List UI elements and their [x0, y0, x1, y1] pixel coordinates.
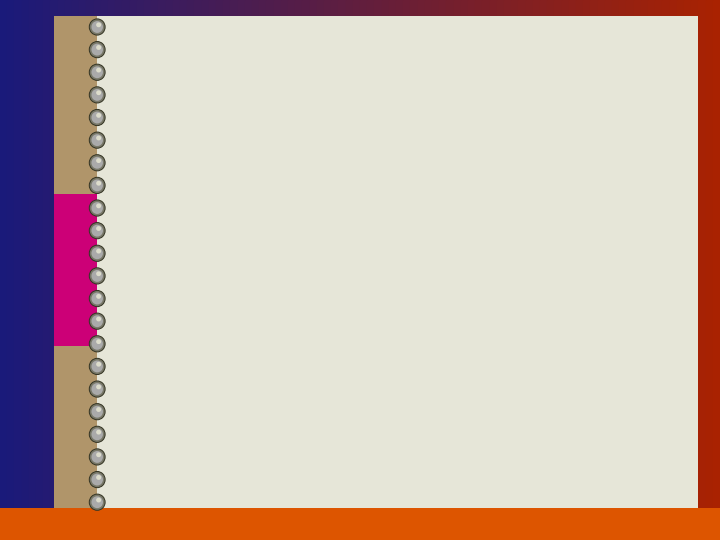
Text: Bacterial Infection of CVS: Bacterial Infection of CVS: [132, 51, 663, 85]
Text: Salmonella: Salmonella: [157, 354, 267, 372]
Text: •: •: [132, 200, 146, 222]
Text: Streptococcus pneumoniae: Streptococcus pneumoniae: [157, 200, 426, 218]
Text: Haemophilus influenzae: Haemophilus influenzae: [157, 405, 396, 423]
Text: Group B streptococcus: Group B streptococcus: [157, 251, 384, 269]
Text: •: •: [132, 456, 146, 478]
Text: •: •: [132, 251, 146, 273]
Text: Neisseria meningitides: Neisseria meningitides: [157, 302, 385, 320]
Text: •: •: [132, 354, 146, 376]
Text: Causes of Bacteraemia (cont.): Causes of Bacteraemia (cont.): [121, 151, 453, 170]
Text: spp: spp: [289, 354, 330, 372]
Text: •: •: [132, 405, 146, 427]
Text: •: •: [132, 302, 146, 325]
Text: Listeria monocytogenes: Listeria monocytogenes: [157, 456, 393, 474]
